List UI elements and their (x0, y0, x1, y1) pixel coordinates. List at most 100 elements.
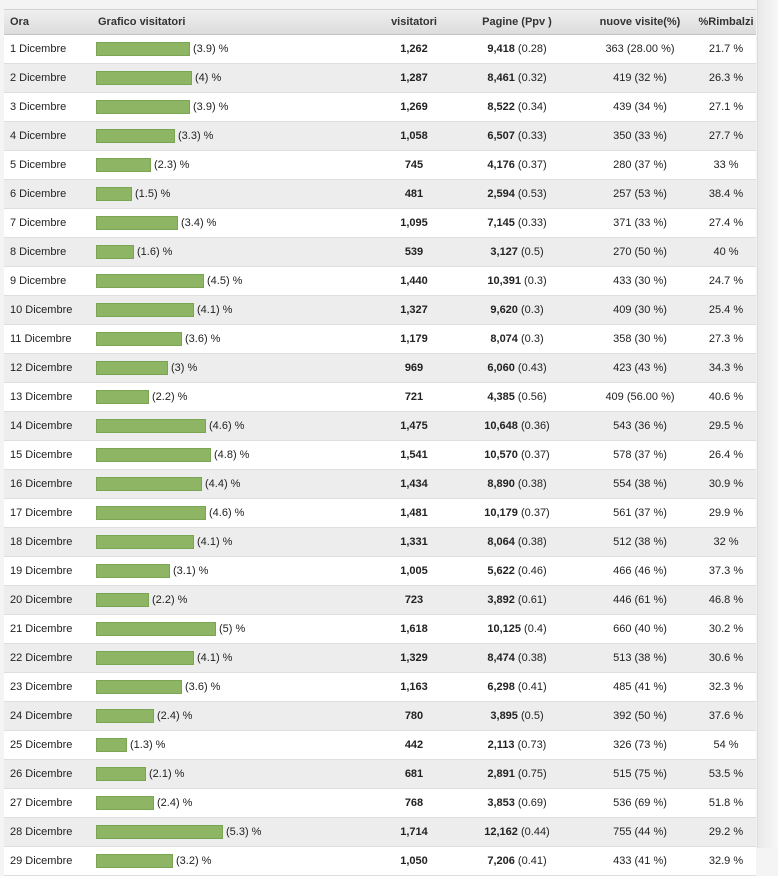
cell-rimbalzi: 38.4 % (708, 188, 744, 200)
cell-grafico: (5.3) % (92, 825, 378, 839)
scrollbar-gutter[interactable] (757, 0, 778, 848)
ppv-value: (0.34) (517, 101, 547, 113)
cell-rimbalzi: 30.6 % (708, 652, 744, 664)
ppv-value: (0.37) (517, 159, 547, 171)
cell-ora: 8 Dicembre (10, 246, 67, 258)
cell-grafico: (2.4) % (92, 709, 378, 723)
cell-visitatori: 1,481 (400, 507, 428, 519)
cell-grafico: (4.1) % (92, 303, 378, 317)
cell-ora: 11 Dicembre (10, 333, 72, 345)
cell-grafico: (4.4) % (92, 477, 378, 491)
header-rimbalzi[interactable]: %Rimbalzi (698, 16, 754, 28)
table-row: 22 Dicembre (4.1) % 1,329 8,474 (0.38) 513 (… (4, 644, 756, 673)
cell-visitatori: 1,262 (400, 43, 428, 55)
pagine-value: 9,620 (490, 304, 518, 316)
cell-ora: 7 Dicembre (10, 217, 67, 229)
table-row: 19 Dicembre (3.1) % 1,005 5,622 (0.46) 466 (… (4, 557, 756, 586)
cell-grafico: (4.6) % (92, 419, 378, 433)
ppv-value: (0.4) (524, 623, 547, 635)
cell-pagine: 9,418 (0.28) (450, 43, 584, 55)
pagine-value: 6,298 (487, 681, 515, 693)
cell-visitatori: 1,050 (400, 855, 428, 867)
bar-percent-label: (2.3) % (154, 159, 190, 171)
bar-percent-label: (4.6) % (209, 507, 245, 519)
table-row: 11 Dicembre (3.6) % 1,179 8,074 (0.3) 358 (3… (4, 325, 756, 354)
table-row: 14 Dicembre (4.6) % 1,475 10,648 (0.36) 543 … (4, 412, 756, 441)
header-ora[interactable]: Ora (10, 16, 29, 28)
cell-grafico: (3.6) % (92, 332, 378, 346)
cell-grafico: (1.6) % (92, 245, 378, 259)
pagine-value: 3,853 (487, 797, 515, 809)
ppv-value: (0.38) (517, 536, 547, 548)
bar-percent-label: (5) % (219, 623, 246, 635)
cell-rimbalzi: 40 % (713, 246, 739, 258)
visitor-bar (96, 42, 190, 56)
bar-percent-label: (3) % (171, 362, 198, 374)
table-row: 27 Dicembre (2.4) % 768 3,853 (0.69) 536 (69… (4, 789, 756, 818)
cell-rimbalzi: 34.3 % (708, 362, 744, 374)
cell-visitatori: 780 (404, 710, 424, 722)
visitor-bar (96, 448, 211, 462)
cell-grafico: (3.1) % (92, 564, 378, 578)
header-visitatori[interactable]: visitatori (391, 16, 437, 28)
visitor-bar (96, 709, 154, 723)
table-row: 28 Dicembre (5.3) % 1,714 12,162 (0.44) 755 … (4, 818, 756, 847)
cell-rimbalzi: 33 % (713, 159, 739, 171)
ppv-value: (0.33) (517, 217, 547, 229)
visitor-bar (96, 477, 202, 491)
cell-visitatori: 1,269 (400, 101, 428, 113)
pagine-value: 8,522 (487, 101, 515, 113)
cell-rimbalzi: 40.6 % (708, 391, 744, 403)
ppv-value: (0.37) (520, 507, 550, 519)
cell-rimbalzi: 37.3 % (708, 565, 744, 577)
cell-pagine: 3,127 (0.5) (450, 246, 584, 258)
cell-grafico: (2.2) % (92, 593, 378, 607)
cell-pagine: 6,507 (0.33) (450, 130, 584, 142)
table-row: 20 Dicembre (2.2) % 723 3,892 (0.61) 446 (61… (4, 586, 756, 615)
cell-visitatori: 1,327 (400, 304, 428, 316)
cell-pagine: 3,853 (0.69) (450, 797, 584, 809)
visitor-bar (96, 71, 192, 85)
cell-pagine: 3,895 (0.5) (450, 710, 584, 722)
ppv-value: (0.5) (520, 246, 544, 258)
cell-pagine: 8,474 (0.38) (450, 652, 584, 664)
header-grafico[interactable]: Grafico visitatori (98, 16, 186, 28)
cell-grafico: (3.4) % (92, 216, 378, 230)
pagine-value: 2,594 (487, 188, 515, 200)
visitor-bar (96, 274, 204, 288)
visitor-bar (96, 332, 182, 346)
bar-percent-label: (3.9) % (193, 101, 229, 113)
cell-pagine: 3,892 (0.61) (450, 594, 584, 606)
cell-grafico: (2.3) % (92, 158, 378, 172)
cell-nuove-visite: 257 (53 %) (613, 188, 667, 200)
visitor-bar (96, 535, 194, 549)
cell-nuove-visite: 409 (56.00 %) (605, 391, 675, 403)
cell-rimbalzi: 29.5 % (708, 420, 744, 432)
cell-rimbalzi: 32 % (713, 536, 739, 548)
cell-pagine: 7,145 (0.33) (450, 217, 584, 229)
cell-rimbalzi: 29.9 % (708, 507, 744, 519)
cell-ora: 28 Dicembre (10, 826, 73, 838)
cell-ora: 9 Dicembre (10, 275, 67, 287)
table-row: 4 Dicembre (3.3) % 1,058 6,507 (0.33) 350 (3… (4, 122, 756, 151)
bar-percent-label: (3.3) % (178, 130, 214, 142)
header-nuove-visite[interactable]: nuove visite(%) (599, 16, 681, 28)
ppv-value: (0.56) (517, 391, 547, 403)
ppv-value: (0.46) (517, 565, 547, 577)
header-pagine[interactable]: Pagine (Ppv ) (482, 16, 552, 28)
cell-pagine: 2,891 (0.75) (450, 768, 584, 780)
cell-nuove-visite: 513 (38 %) (613, 652, 667, 664)
visitor-bar (96, 622, 216, 636)
table-header: Ora Grafico visitatori visitatori Pagine… (4, 9, 756, 35)
cell-rimbalzi: 26.3 % (708, 72, 744, 84)
cell-rimbalzi: 27.4 % (708, 217, 744, 229)
cell-nuove-visite: 433 (41 %) (613, 855, 667, 867)
pagine-value: 2,113 (487, 739, 515, 751)
cell-pagine: 6,060 (0.43) (450, 362, 584, 374)
table-row: 17 Dicembre (4.6) % 1,481 10,179 (0.37) 561 … (4, 499, 756, 528)
cell-grafico: (3.3) % (92, 129, 378, 143)
table-row: 5 Dicembre (2.3) % 745 4,176 (0.37) 280 (37 … (4, 151, 756, 180)
cell-rimbalzi: 54 % (713, 739, 739, 751)
cell-nuove-visite: 554 (38 %) (613, 478, 667, 490)
cell-rimbalzi: 30.9 % (708, 478, 744, 490)
